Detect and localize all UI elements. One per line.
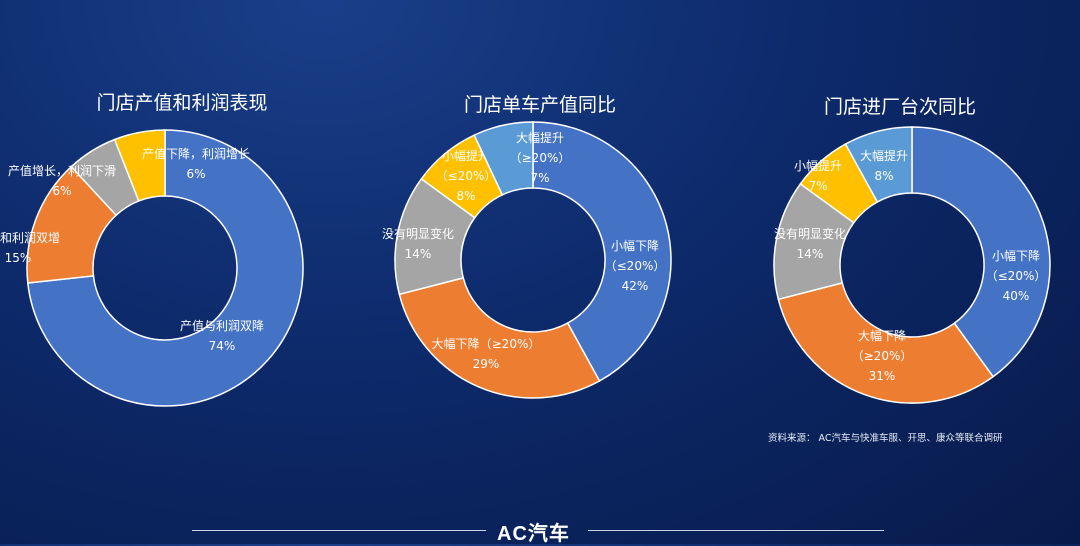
donut-slice — [844, 126, 913, 203]
slice-label: 产值下降，利润增长 6% — [142, 146, 250, 181]
source-note: 资料来源： AC汽车与快准车服、开思、康众等联合调研 — [768, 433, 1003, 444]
chart-title-2: 门店单车产值同比 — [463, 94, 616, 116]
donut-slice — [777, 281, 995, 404]
slice-label: 大幅下降（≥20%） 31% — [852, 328, 913, 383]
slice-label: 没有明显变化 14% — [774, 226, 846, 261]
slice-label: 小幅提升 7% — [794, 158, 842, 193]
donut-slice — [26, 129, 304, 407]
chart-title-1: 门店产值和利润表现 — [96, 92, 268, 114]
donut-slice — [911, 126, 1051, 378]
chart-title-3: 门店进厂台次同比 — [823, 96, 976, 118]
brand-logo: AC汽车 — [497, 523, 570, 545]
slice-label: 大幅提升（≥20%） 7% — [510, 130, 571, 185]
slice-label: 大幅提升 8% — [860, 148, 908, 183]
slice-label: 大幅下降（≥20%） 29% — [432, 336, 541, 371]
slice-label: 小幅下降（≤20%） 40% — [986, 248, 1047, 303]
footer-divider-left — [192, 530, 486, 531]
donut-slice — [398, 276, 601, 399]
donut-slice — [473, 121, 534, 196]
donut-slice — [113, 129, 166, 202]
slice-label: 没有明显变化 14% — [382, 226, 454, 261]
slice-label: 产值增长，利润下滑 6% — [8, 163, 116, 198]
slice-label: 小幅下降（≤20%） 42% — [605, 238, 666, 293]
slice-label: 产值和利润双增15% — [0, 230, 60, 265]
slice-label: 小幅提升（≤20%） 8% — [436, 148, 497, 203]
footer-divider-right — [588, 530, 884, 531]
slice-label: 产值与利润双降 74% — [180, 318, 264, 353]
donut-slice — [532, 121, 672, 382]
